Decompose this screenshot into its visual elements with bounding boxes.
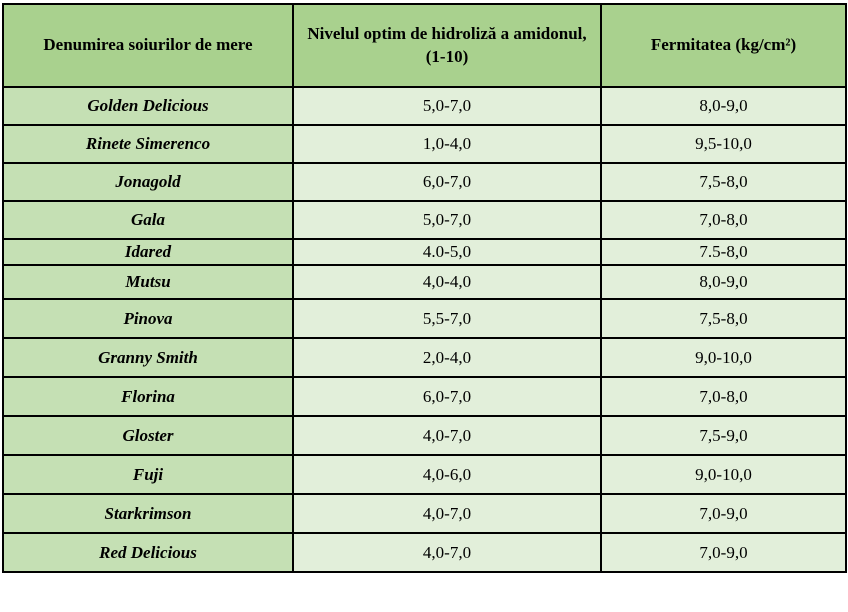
firmness-cell: 9,5-10,0 [600, 124, 847, 164]
table-row: Idared 4.0-5,0 7.5-8,0 [2, 238, 847, 266]
hydrolysis-cell: 4,0-6,0 [292, 454, 602, 495]
table-row: Starkrimson 4,0-7,0 7,0-9,0 [2, 493, 847, 534]
table-body: Golden Delicious 5,0-7,0 8,0-9,0 Rinete … [2, 86, 847, 573]
firmness-cell: 8,0-9,0 [600, 264, 847, 300]
hydrolysis-cell: 1,0-4,0 [292, 124, 602, 164]
firmness-cell: 7,0-9,0 [600, 532, 847, 573]
table-row: Jonagold 6,0-7,0 7,5-8,0 [2, 162, 847, 202]
table-row: Mutsu 4,0-4,0 8,0-9,0 [2, 264, 847, 300]
hydrolysis-cell: 4,0-4,0 [292, 264, 602, 300]
table-row: Fuji 4,0-6,0 9,0-10,0 [2, 454, 847, 495]
variety-cell: Granny Smith [2, 337, 294, 378]
table-row: Gala 5,0-7,0 7,0-8,0 [2, 200, 847, 240]
variety-cell: Idared [2, 238, 294, 266]
hydrolysis-cell: 5,0-7,0 [292, 86, 602, 126]
header-cell-variety: Denumirea soiurilor de mere [2, 3, 294, 88]
header-row: Denumirea soiurilor de mere Nivelul opti… [2, 3, 847, 88]
hydrolysis-cell: 6,0-7,0 [292, 162, 602, 202]
hydrolysis-cell: 4,0-7,0 [292, 415, 602, 456]
variety-cell: Pinova [2, 298, 294, 339]
firmness-cell: 7,5-8,0 [600, 298, 847, 339]
hydrolysis-cell: 6,0-7,0 [292, 376, 602, 417]
variety-cell: Gala [2, 200, 294, 240]
hydrolysis-cell: 4.0-5,0 [292, 238, 602, 266]
header-cell-hydrolysis: Nivelul optim de hidroliză a amidonul, (… [292, 3, 602, 88]
firmness-cell: 9,0-10,0 [600, 454, 847, 495]
variety-cell: Jonagold [2, 162, 294, 202]
variety-cell: Florina [2, 376, 294, 417]
firmness-cell: 8,0-9,0 [600, 86, 847, 126]
table-row: Florina 6,0-7,0 7,0-8,0 [2, 376, 847, 417]
variety-cell: Golden Delicious [2, 86, 294, 126]
firmness-cell: 7,5-9,0 [600, 415, 847, 456]
table-row: Red Delicious 4,0-7,0 7,0-9,0 [2, 532, 847, 573]
firmness-cell: 7,0-9,0 [600, 493, 847, 534]
table-row: Granny Smith 2,0-4,0 9,0-10,0 [2, 337, 847, 378]
variety-cell: Gloster [2, 415, 294, 456]
hydrolysis-cell: 5,5-7,0 [292, 298, 602, 339]
variety-cell: Fuji [2, 454, 294, 495]
hydrolysis-cell: 4,0-7,0 [292, 493, 602, 534]
firmness-cell: 7,0-8,0 [600, 200, 847, 240]
hydrolysis-cell: 2,0-4,0 [292, 337, 602, 378]
firmness-cell: 9,0-10,0 [600, 337, 847, 378]
hydrolysis-cell: 4,0-7,0 [292, 532, 602, 573]
variety-cell: Rinete Simerenco [2, 124, 294, 164]
firmness-cell: 7,0-8,0 [600, 376, 847, 417]
firmness-cell: 7,5-8,0 [600, 162, 847, 202]
firmness-cell: 7.5-8,0 [600, 238, 847, 266]
variety-cell: Starkrimson [2, 493, 294, 534]
variety-cell: Mutsu [2, 264, 294, 300]
table-row: Pinova 5,5-7,0 7,5-8,0 [2, 298, 847, 339]
variety-cell: Red Delicious [2, 532, 294, 573]
table-row: Rinete Simerenco 1,0-4,0 9,5-10,0 [2, 124, 847, 164]
hydrolysis-cell: 5,0-7,0 [292, 200, 602, 240]
header-cell-firmness: Fermitatea (kg/cm²) [600, 3, 847, 88]
apple-varieties-table: Denumirea soiurilor de mere Nivelul opti… [2, 3, 847, 573]
table-header: Denumirea soiurilor de mere Nivelul opti… [2, 3, 847, 88]
table-row: Golden Delicious 5,0-7,0 8,0-9,0 [2, 86, 847, 126]
table-row: Gloster 4,0-7,0 7,5-9,0 [2, 415, 847, 456]
